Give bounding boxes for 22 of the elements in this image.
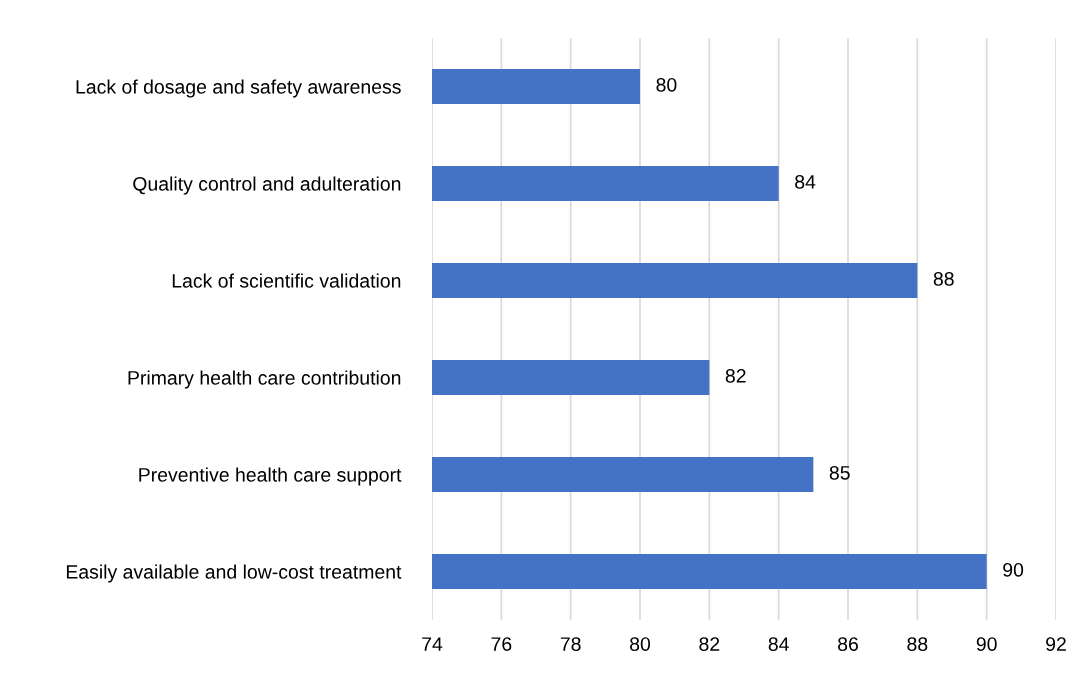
x-tick-label: 86: [838, 637, 858, 651]
x-tick-label: 76: [491, 637, 512, 651]
y-tick-label: Primary health care contribution: [128, 370, 401, 389]
x-tick-label: 88: [907, 637, 928, 651]
x-tick-label: 74: [422, 637, 443, 651]
data-label: 88: [933, 271, 954, 286]
x-tick-label: 82: [699, 637, 720, 651]
data-label: 82: [725, 368, 746, 383]
data-label: 80: [656, 77, 677, 92]
y-tick-label: Lack of dosage and safety awareness: [76, 79, 401, 98]
y-tick-label: Preventive health care support: [139, 467, 402, 486]
data-label: 84: [795, 174, 816, 189]
x-tick-label: 78: [560, 637, 581, 651]
y-tick-label: Lack of scientific validation: [172, 273, 401, 288]
x-tick-label: 90: [976, 637, 997, 651]
data-label: 85: [829, 465, 850, 480]
x-tick-label: 84: [768, 637, 789, 651]
y-tick-label: Easily available and low-cost treatment: [66, 564, 402, 583]
x-tick-label: 80: [630, 637, 651, 651]
data-label: 90: [1003, 562, 1024, 577]
x-tick-label: 92: [1046, 637, 1066, 651]
y-tick-label: Quality control and adulteration: [133, 176, 401, 195]
